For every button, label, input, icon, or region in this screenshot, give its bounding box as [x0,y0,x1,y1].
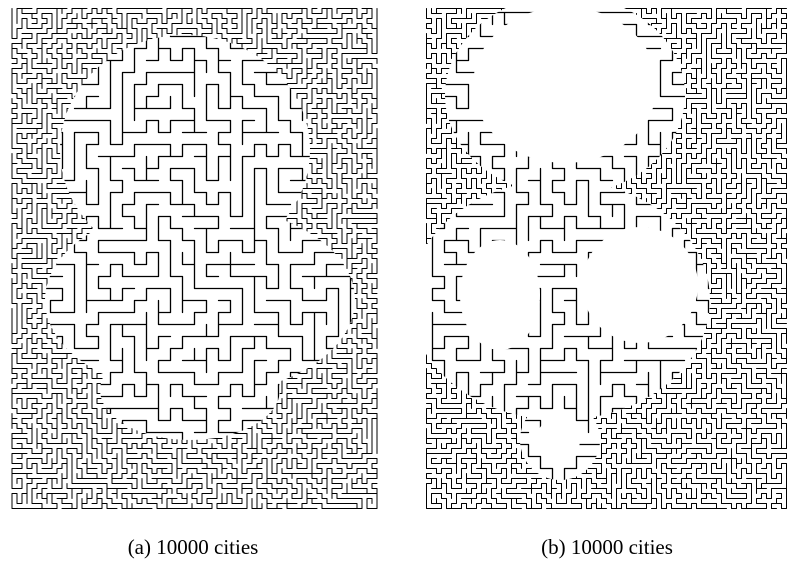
panel-a-image [11,8,378,509]
panel-caption: (a) 10000 cities [128,535,259,559]
tour-path [13,11,376,506]
tour-path [431,11,782,506]
panel-b-image [426,8,787,509]
panel-caption: (b) 10000 cities [541,535,673,559]
